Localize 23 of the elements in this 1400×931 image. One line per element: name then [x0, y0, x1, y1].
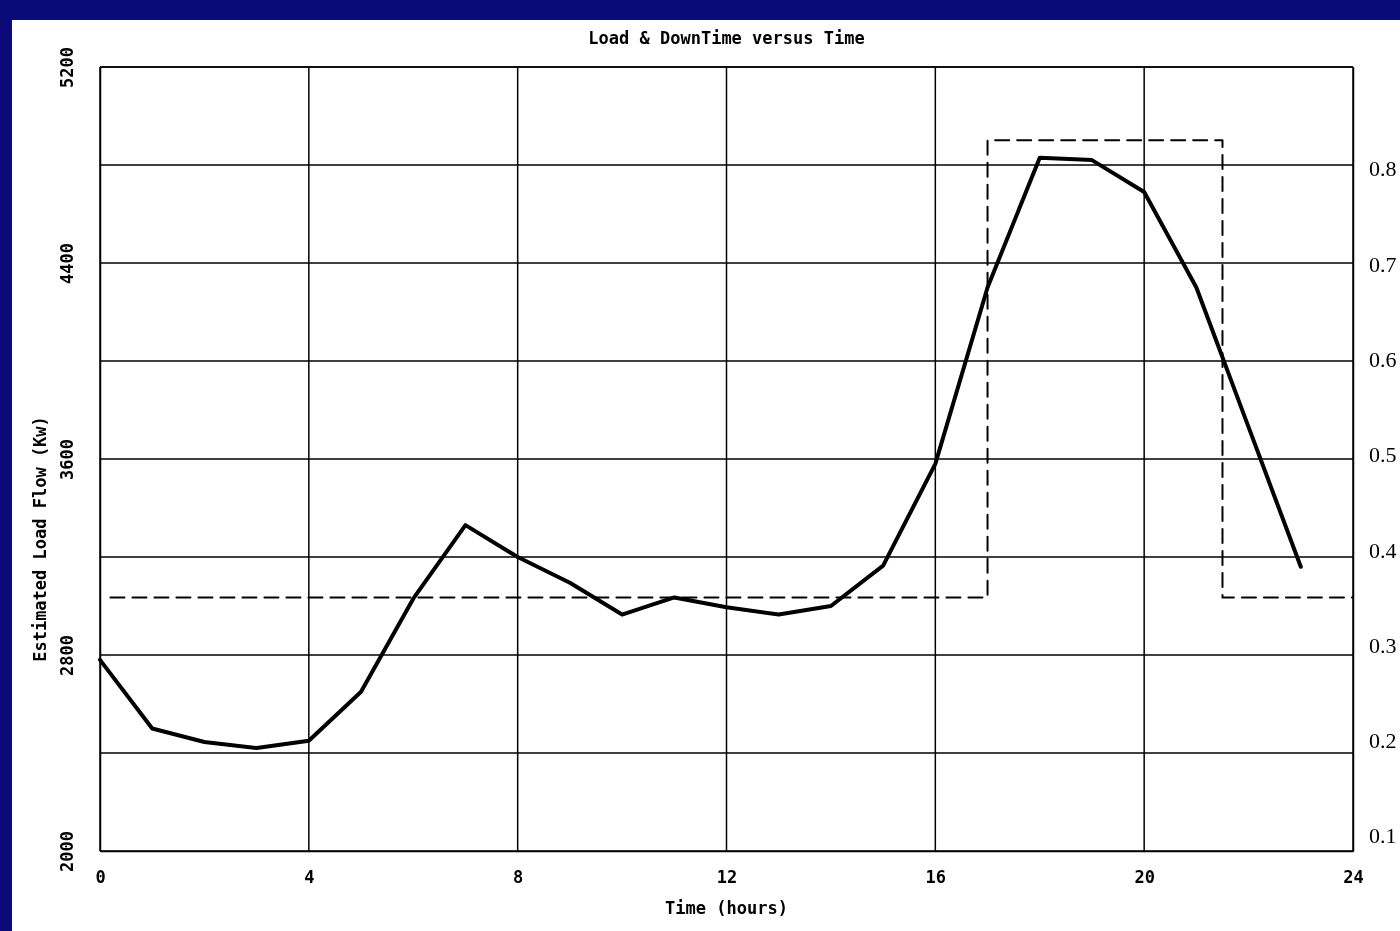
y2-tick-label: 0.5 [1369, 442, 1397, 468]
y-tick-label: 5200 [57, 47, 77, 88]
x-tick-label: 12 [716, 867, 738, 888]
x-tick-label: 4 [304, 867, 315, 888]
x-tick-label: 0 [95, 867, 106, 888]
y2-tick-label: 0.6 [1369, 346, 1397, 372]
x-axis-title: Time (hours) [665, 898, 788, 918]
y2-tick-label: 0.4 [1369, 537, 1397, 563]
chart-title: Load & DownTime versus Time [588, 28, 865, 48]
y-tick-label: 2800 [57, 635, 77, 676]
y-tick-label: 3600 [57, 439, 77, 480]
y2-tick-label: 0.2 [1369, 728, 1397, 754]
x-tick-label: 16 [925, 867, 947, 888]
y-axis-title: Estimated Load Flow (Kw) [30, 416, 50, 662]
y2-tick-label: 0.3 [1369, 632, 1397, 658]
y2-tick-label: 0.7 [1369, 251, 1397, 277]
x-tick-label: 24 [1343, 867, 1364, 888]
y2-tick-label: 0.1 [1369, 823, 1397, 849]
y-tick-label: 2000 [57, 831, 77, 872]
x-tick-label: 8 [513, 867, 524, 888]
x-tick-label: 20 [1134, 867, 1155, 888]
y2-tick-label: 0.8 [1369, 156, 1397, 182]
y-tick-label: 4400 [57, 243, 77, 284]
